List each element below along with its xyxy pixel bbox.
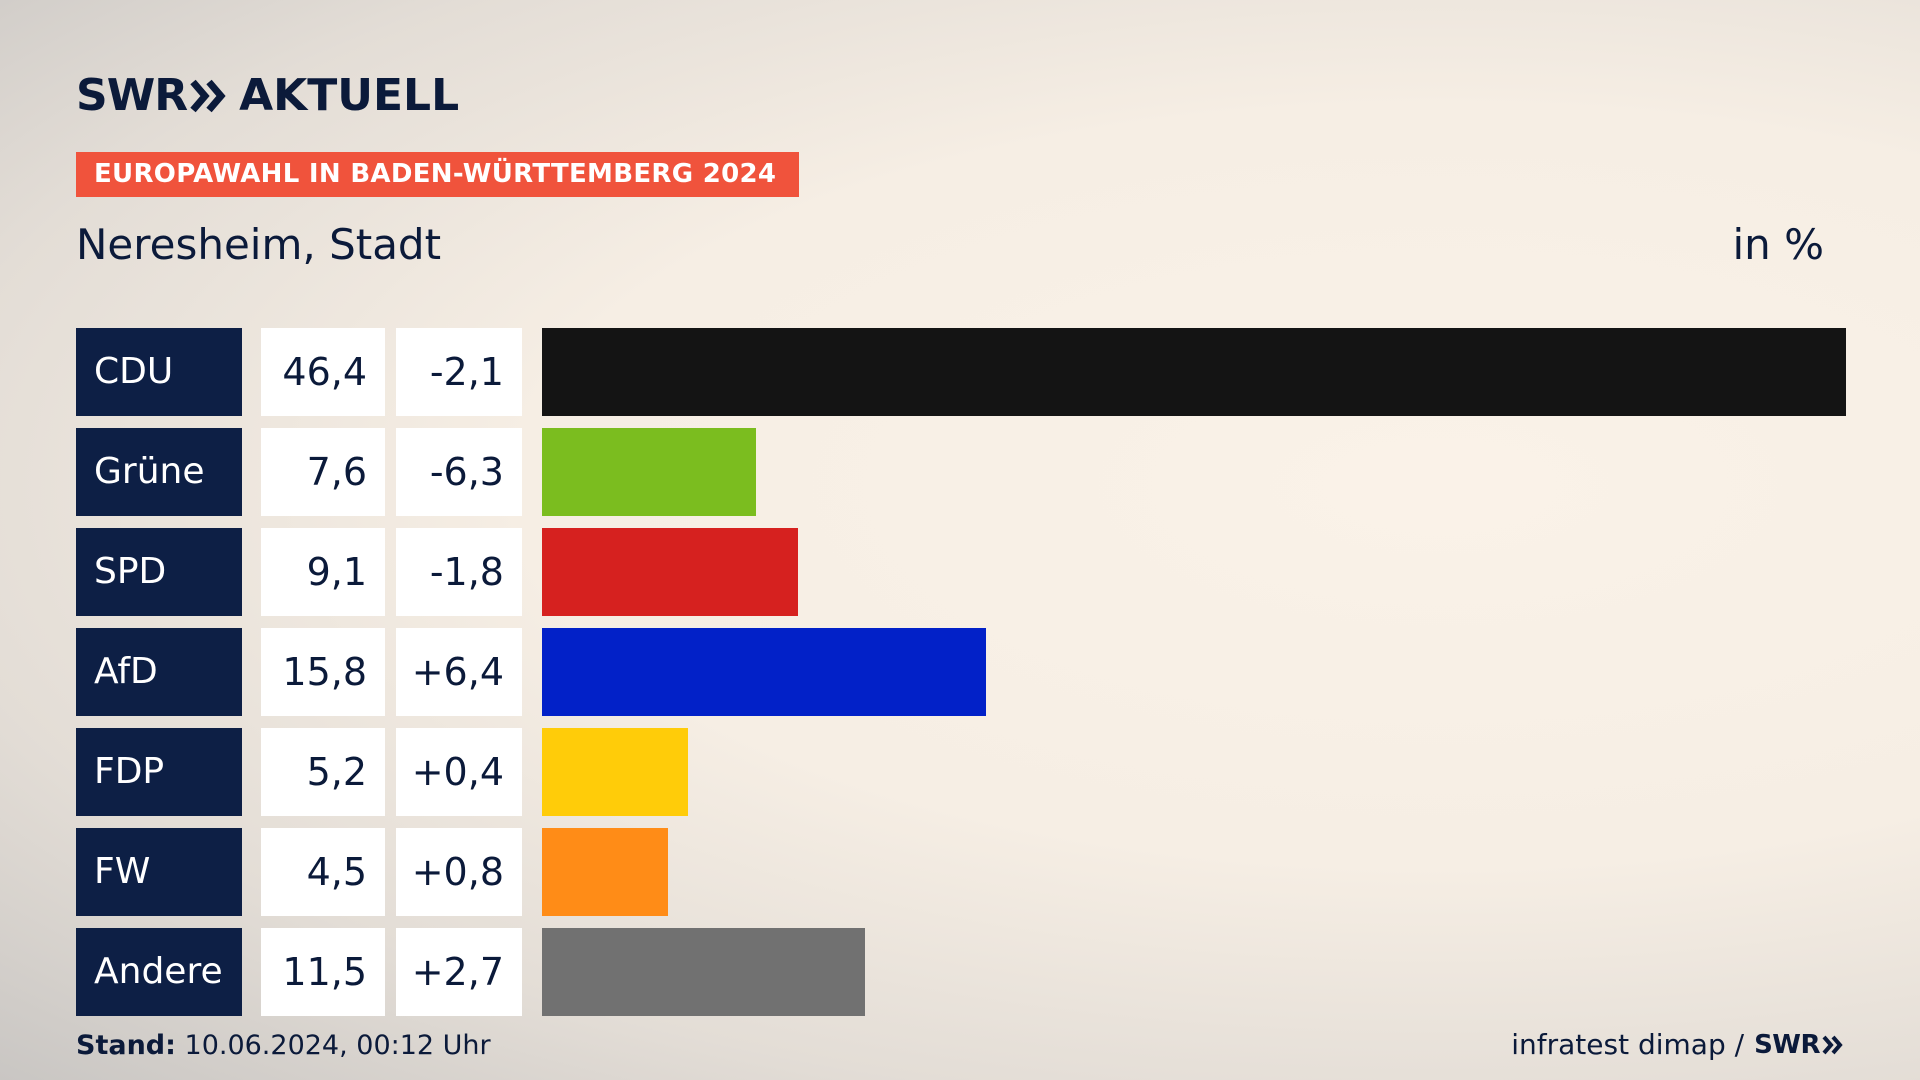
source-credit: infratest dimap / SWR <box>1511 1028 1844 1061</box>
result-row: Andere 11,5 +2,7 <box>76 928 1846 1016</box>
vote-change-value: -1,8 <box>396 528 522 616</box>
chart-title: Neresheim, Stadt <box>76 220 442 269</box>
logo-swr-text: SWR <box>76 70 188 121</box>
source-swr-logo: SWR <box>1754 1029 1820 1060</box>
party-label: Andere <box>76 928 242 1016</box>
election-tag: EUROPAWAHL IN BADEN-WÜRTTEMBERG 2024 <box>76 152 799 197</box>
result-bar <box>542 828 668 916</box>
vote-change-value: +0,8 <box>396 828 522 916</box>
party-label: AfD <box>76 628 242 716</box>
party-label: FDP <box>76 728 242 816</box>
result-row: SPD 9,1 -1,8 <box>76 528 1846 616</box>
result-row: CDU 46,4 -2,1 <box>76 328 1846 416</box>
result-row: FDP 5,2 +0,4 <box>76 728 1846 816</box>
party-label: SPD <box>76 528 242 616</box>
result-bar <box>542 528 798 616</box>
vote-share-value: 46,4 <box>261 328 385 416</box>
result-row: Grüne 7,6 -6,3 <box>76 428 1846 516</box>
result-bar <box>542 428 756 516</box>
vote-share-value: 7,6 <box>261 428 385 516</box>
result-row: AfD 15,8 +6,4 <box>76 628 1846 716</box>
stand-label: Stand: <box>76 1030 176 1061</box>
result-bar <box>542 328 1846 416</box>
stand-value: 10.06.2024, 00:12 Uhr <box>184 1030 491 1061</box>
swr-aktuell-logo: SWR AKTUELL <box>76 70 459 121</box>
party-label: CDU <box>76 328 242 416</box>
vote-share-value: 15,8 <box>261 628 385 716</box>
vote-share-value: 11,5 <box>261 928 385 1016</box>
logo-aktuell-text: AKTUELL <box>239 70 460 121</box>
timestamp: Stand: 10.06.2024, 00:12 Uhr <box>76 1030 491 1061</box>
result-bar <box>542 928 865 1016</box>
vote-share-value: 4,5 <box>261 828 385 916</box>
party-label: Grüne <box>76 428 242 516</box>
chevrons-small-icon <box>1822 1035 1843 1054</box>
result-row: FW 4,5 +0,8 <box>76 828 1846 916</box>
vote-change-value: -2,1 <box>396 328 522 416</box>
result-bar <box>542 628 986 716</box>
result-bar <box>542 728 688 816</box>
unit-label: in % <box>1732 220 1824 269</box>
vote-change-value: +0,4 <box>396 728 522 816</box>
vote-change-value: -6,3 <box>396 428 522 516</box>
vote-share-value: 9,1 <box>261 528 385 616</box>
vote-change-value: +6,4 <box>396 628 522 716</box>
party-label: FW <box>76 828 242 916</box>
source-text: infratest dimap / <box>1511 1028 1745 1061</box>
vote-share-value: 5,2 <box>261 728 385 816</box>
chevrons-icon <box>190 79 226 112</box>
vote-change-value: +2,7 <box>396 928 522 1016</box>
